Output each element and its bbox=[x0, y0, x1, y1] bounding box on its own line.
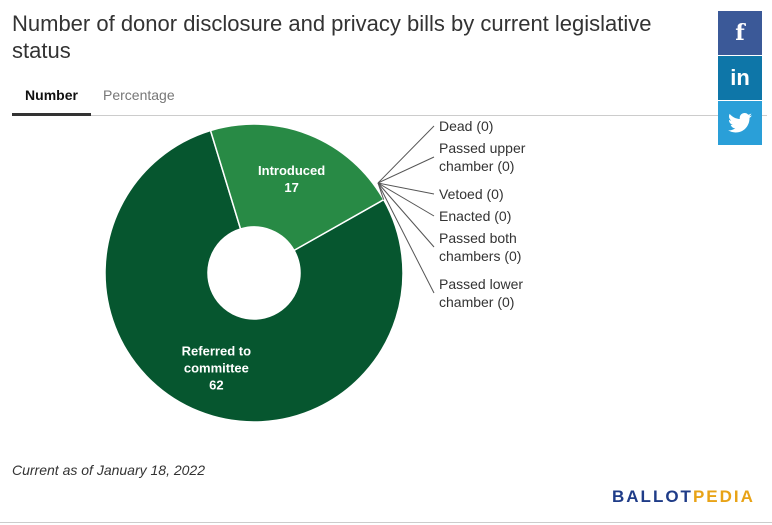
logo-ballot: BALLOT bbox=[612, 487, 693, 506]
status-label-line: Passed upper bbox=[439, 140, 526, 156]
linkedin-share-button[interactable]: in bbox=[718, 56, 762, 100]
status-label-line: Enacted (0) bbox=[439, 208, 511, 224]
status-label-passed-both-chambers: Passed both chambers (0) bbox=[439, 230, 521, 264]
status-label-vetoed: Vetoed (0) bbox=[439, 186, 504, 202]
slice-label-line: Referred to bbox=[182, 343, 251, 358]
tab-number[interactable]: Number bbox=[12, 84, 91, 116]
slice-label-introduced: Introduced 17 bbox=[258, 163, 325, 195]
status-label-enacted: Enacted (0) bbox=[439, 208, 511, 224]
leader-line-passed-lower-chamber bbox=[377, 182, 435, 294]
twitter-icon bbox=[728, 113, 752, 133]
tab-percentage[interactable]: Percentage bbox=[103, 87, 175, 103]
leader-line-passed-upper-chamber bbox=[377, 156, 435, 184]
leader-line-enacted bbox=[377, 182, 435, 217]
linkedin-icon: in bbox=[730, 65, 750, 90]
slice-label-line: 17 bbox=[284, 180, 298, 195]
facebook-icon: f bbox=[735, 20, 745, 46]
divider bbox=[0, 522, 772, 523]
leader-line-vetoed bbox=[377, 182, 435, 195]
slice-label-line: committee bbox=[184, 360, 249, 375]
view-tabs: Number Percentage bbox=[12, 84, 767, 116]
slice-referred-to-committee[interactable] bbox=[104, 129, 404, 423]
slice-label-line: Introduced bbox=[258, 163, 325, 178]
chart-title: Number of donor disclosure and privacy b… bbox=[12, 11, 652, 63]
status-label-line: Vetoed (0) bbox=[439, 186, 504, 202]
logo-pedia: PEDIA bbox=[692, 487, 755, 506]
leader-line-passed-both-chambers bbox=[377, 182, 435, 248]
status-label-dead: Dead (0) bbox=[439, 118, 493, 134]
status-label-passed-upper-chamber: Passed upper chamber (0) bbox=[439, 140, 526, 174]
facebook-share-button[interactable]: f bbox=[718, 11, 762, 55]
twitter-share-button[interactable] bbox=[718, 101, 762, 145]
footnote: Current as of January 18, 2022 bbox=[12, 462, 206, 478]
status-label-line: chambers (0) bbox=[439, 248, 521, 264]
status-label-line: Dead (0) bbox=[439, 118, 493, 134]
status-label-line: chamber (0) bbox=[439, 294, 514, 310]
status-label-line: chamber (0) bbox=[439, 158, 514, 174]
slice-introduced[interactable] bbox=[209, 123, 385, 252]
status-label-line: Passed both bbox=[439, 230, 517, 246]
leader-line-connector bbox=[377, 182, 385, 200]
slice-label-referred-to-committee: Referred to committee 62 bbox=[182, 343, 251, 392]
slice-label-line: 62 bbox=[209, 377, 223, 392]
ballotpedia-logo[interactable]: BALLOTPEDIA bbox=[612, 487, 755, 507]
leader-line-dead bbox=[377, 125, 435, 184]
status-label-line: Passed lower bbox=[439, 276, 523, 292]
status-label-passed-lower-chamber: Passed lower chamber (0) bbox=[439, 276, 523, 310]
